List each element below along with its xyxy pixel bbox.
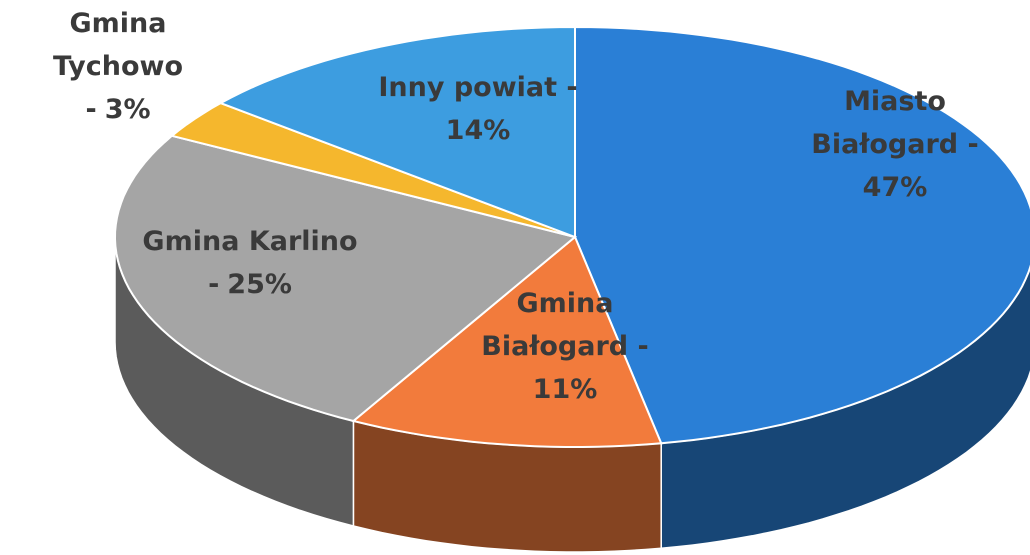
value-label: 47% [862, 172, 928, 203]
slice [351, 235, 663, 448]
category-label: Gmina Białogard - [481, 288, 649, 362]
slice [574, 25, 1030, 445]
data-label: Inny powiat - 14% [358, 66, 598, 152]
data-label: Gmina Białogard - 11% [470, 282, 660, 411]
slice [169, 101, 576, 238]
data-label: Miasto Białogard - 47% [800, 80, 990, 209]
value-label: 3% [104, 94, 151, 125]
value-label: 14% [445, 115, 511, 146]
value-label: 25% [227, 269, 292, 300]
slice [113, 134, 578, 423]
category-label: Inny powiat - [378, 72, 578, 103]
data-label: Gmina Karlino -25% [130, 220, 370, 306]
data-label: Gmina Tychowo -3% [23, 2, 213, 131]
category-label: Miasto Białogard - [811, 86, 979, 160]
category-label: Gmina Karlino - [142, 226, 358, 300]
slice [218, 25, 576, 239]
value-label: 11% [532, 374, 598, 405]
category-label: Gmina Tychowo - [52, 8, 184, 125]
